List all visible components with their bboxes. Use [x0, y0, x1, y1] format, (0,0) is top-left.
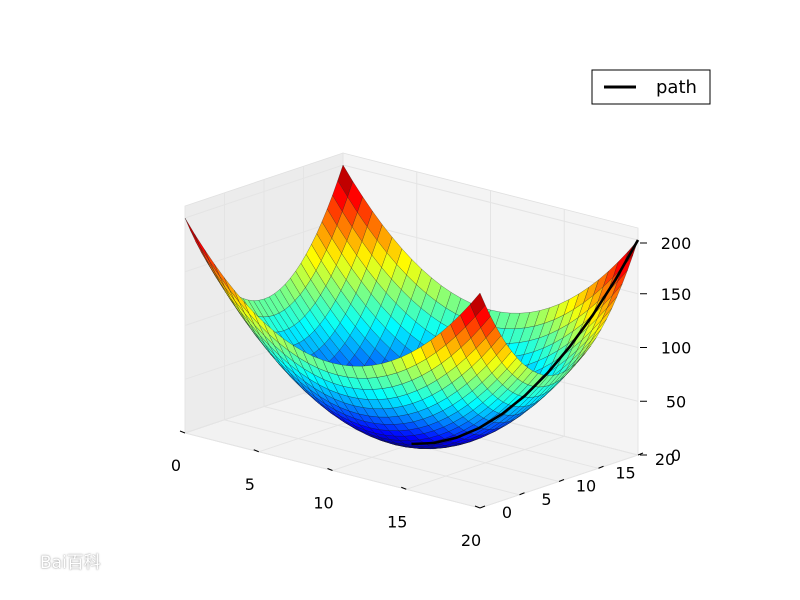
y-tick-label: 10 — [576, 477, 596, 496]
y-tick-label: 5 — [541, 490, 551, 509]
x-tick-label: 15 — [387, 512, 407, 531]
x-tick-label: 20 — [461, 531, 481, 550]
y-tick-mark — [598, 465, 604, 469]
y-tick-label: 15 — [615, 463, 635, 482]
x-tick-label: 10 — [313, 494, 333, 513]
x-tick-label: 5 — [245, 475, 255, 494]
y-tick-label: 20 — [655, 450, 675, 469]
x-tick-mark — [179, 430, 186, 434]
z-tick-label: 200 — [661, 234, 692, 253]
x-tick-mark — [253, 449, 259, 453]
y-tick-mark — [479, 505, 486, 509]
z-tick-label: 0 — [671, 446, 681, 465]
legend: path — [591, 69, 711, 105]
y-tick-label: 0 — [502, 503, 512, 522]
x-tick-mark — [401, 486, 407, 490]
surface-mesh — [184, 164, 639, 449]
surface-face — [469, 292, 486, 317]
z-tick-label: 50 — [666, 392, 686, 411]
x-tick-mark — [474, 505, 481, 509]
z-tick-label: 100 — [661, 339, 692, 358]
watermark-logo: Bai百科 — [40, 553, 101, 573]
series-line-path — [411, 239, 640, 446]
legend-label-path: path — [656, 77, 697, 98]
y-tick-mark — [558, 479, 565, 482]
y-tick-mark — [637, 452, 644, 456]
x-tick-mark — [327, 468, 333, 471]
z-tick-label: 150 — [661, 285, 692, 304]
y-tick-mark — [519, 492, 525, 496]
x-tick-label: 0 — [171, 456, 181, 475]
path-series — [411, 239, 640, 446]
